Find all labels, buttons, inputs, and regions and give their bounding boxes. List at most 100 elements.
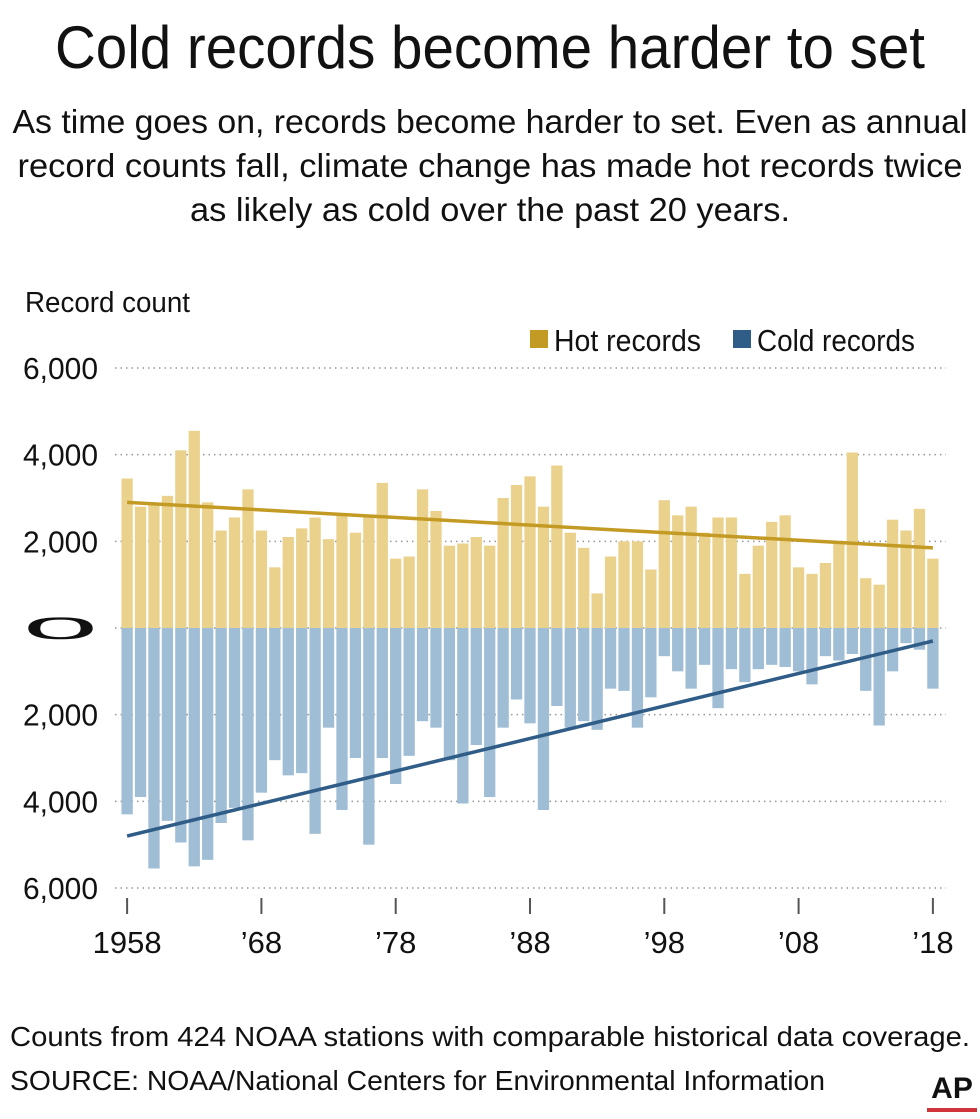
bar xyxy=(416,489,429,628)
x-tick-label: ’08 xyxy=(778,925,819,960)
bar xyxy=(309,628,321,834)
bar xyxy=(618,628,630,691)
bar xyxy=(403,628,415,756)
bar xyxy=(604,628,617,689)
bar xyxy=(645,628,657,698)
bar xyxy=(618,541,630,628)
bar xyxy=(631,628,644,728)
bar xyxy=(215,628,227,823)
bar xyxy=(698,532,711,628)
bar xyxy=(766,521,778,628)
bar xyxy=(739,628,751,683)
bar xyxy=(269,628,281,761)
bar xyxy=(792,628,805,672)
bar xyxy=(913,508,926,628)
bar xyxy=(564,532,576,628)
chart-subtitle: record counts fall, climate change has m… xyxy=(18,147,963,184)
y-tick-label: 6,000 xyxy=(23,351,98,386)
bar xyxy=(537,628,550,810)
bar xyxy=(873,584,885,628)
bar xyxy=(578,628,590,722)
bar xyxy=(376,482,388,628)
bar xyxy=(873,628,885,726)
chart-subtitle: as likely as cold over the past 20 years… xyxy=(190,191,790,228)
bar xyxy=(819,563,832,628)
bar xyxy=(712,517,724,628)
legend-swatch xyxy=(733,330,751,348)
bar xyxy=(430,511,442,628)
bar xyxy=(470,537,482,628)
bar xyxy=(712,628,724,709)
y-axis-label: Record count xyxy=(25,287,190,319)
bar xyxy=(551,628,563,706)
bar xyxy=(578,547,590,628)
bar xyxy=(416,628,429,722)
bar xyxy=(672,515,684,628)
logo: AP xyxy=(931,1072,973,1105)
bar xyxy=(591,628,603,730)
bar xyxy=(846,452,858,628)
bar xyxy=(524,628,536,724)
x-tick-label: ’68 xyxy=(241,925,282,960)
bar xyxy=(860,578,872,628)
bar xyxy=(524,476,536,628)
bar xyxy=(698,628,711,665)
bar xyxy=(255,628,268,793)
bar xyxy=(188,430,200,628)
bar xyxy=(913,628,926,650)
bar xyxy=(900,628,912,644)
chart-subtitle: As time goes on, records become harder t… xyxy=(13,103,968,140)
bar xyxy=(631,541,644,628)
bar xyxy=(658,628,670,657)
bar xyxy=(134,506,147,628)
bar xyxy=(833,541,845,628)
bar xyxy=(175,450,187,628)
bar xyxy=(161,495,174,628)
bar xyxy=(336,515,348,628)
bar xyxy=(457,543,469,628)
bar xyxy=(242,628,254,841)
legend-swatch xyxy=(530,330,548,348)
bar xyxy=(443,545,456,628)
bar xyxy=(846,628,858,654)
bar xyxy=(161,628,174,821)
bar xyxy=(685,506,697,628)
bar xyxy=(779,628,791,667)
bar xyxy=(604,556,617,628)
bar xyxy=(148,628,160,869)
bar xyxy=(443,628,456,761)
y-tick-label: 2,000 xyxy=(23,698,98,733)
x-tick-label: 1958 xyxy=(93,925,162,960)
bar xyxy=(792,567,805,628)
bar xyxy=(322,539,335,628)
bar xyxy=(551,465,563,628)
chart-title: Cold records become harder to set xyxy=(55,14,925,81)
note: Counts from 424 NOAA stations with compa… xyxy=(10,1021,970,1052)
bar xyxy=(484,628,496,797)
y-tick-label: 6,000 xyxy=(23,871,98,906)
bar xyxy=(819,628,832,657)
bar xyxy=(121,628,133,815)
y-tick-label: 0 xyxy=(23,611,98,646)
bar xyxy=(215,530,227,628)
bar xyxy=(430,628,442,728)
bar xyxy=(228,628,241,808)
bar xyxy=(806,573,818,628)
bar xyxy=(282,537,294,628)
y-tick-label: 4,000 xyxy=(23,784,98,819)
bar xyxy=(537,506,550,628)
bar xyxy=(242,489,254,628)
bar xyxy=(363,515,375,628)
bar xyxy=(349,628,362,758)
bar xyxy=(725,517,738,628)
bar xyxy=(645,569,657,628)
trend-line xyxy=(126,639,934,838)
bar xyxy=(752,545,764,628)
bar xyxy=(309,517,321,628)
bar xyxy=(886,519,899,628)
bar xyxy=(269,567,281,628)
bar xyxy=(134,628,147,797)
bar xyxy=(927,558,939,628)
bar xyxy=(672,628,684,672)
bar xyxy=(833,628,845,661)
